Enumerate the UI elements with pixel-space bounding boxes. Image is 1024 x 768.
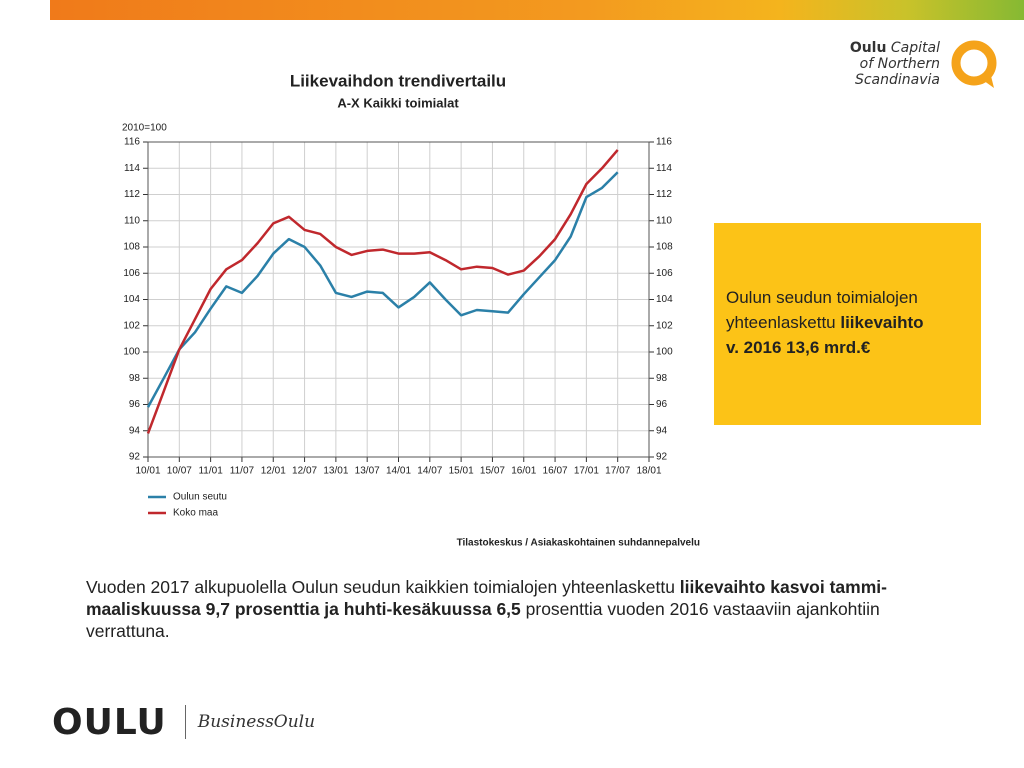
legend-label: Oulun seutu: [173, 492, 227, 503]
x-tick-label: 14/01: [386, 466, 411, 477]
line: [146, 149, 619, 434]
separator: [184, 705, 186, 739]
logo-tagline: Capital: [890, 40, 940, 56]
line: [146, 171, 619, 408]
text: prosenttia vuoden 2016 vastaaviin ajanko…: [86, 599, 880, 641]
text: Vuoden 2017 alkupuolella Oulun seudun ka…: [86, 577, 680, 597]
x-tick-label: 12/07: [292, 466, 317, 477]
y2-tick-label: 104: [656, 294, 673, 305]
x-tick-label: 11/01: [198, 466, 223, 477]
x-tick-label: 12/01: [261, 466, 286, 477]
y2-tick-label: 100: [656, 347, 673, 358]
y2-tick-label: 114: [656, 163, 672, 174]
body-text: Vuoden 2017 alkupuolella Oulun seudun ka…: [86, 576, 966, 642]
callout-text: Oulun seudun toimialojen yhteenlaskettu: [726, 288, 918, 332]
y-tick-label: 92: [129, 452, 141, 463]
y-tick-label: 110: [124, 215, 140, 226]
y2-tick-label: 92: [656, 452, 668, 463]
x-tick-label: 11/07: [230, 466, 255, 477]
x-tick-label: 18/01: [636, 466, 661, 477]
y-tick-label: 98: [129, 373, 141, 384]
logo-brand: Oulu: [849, 40, 887, 56]
y-tick-label: 102: [123, 320, 140, 331]
logo-icon: [951, 40, 997, 88]
y-tick-label: 94: [129, 425, 141, 436]
logo: Oulu Capital of Northern Scandinavia: [830, 40, 940, 88]
y-axis-label: 2010=100: [122, 123, 167, 134]
footer: OULU BusinessOulu: [52, 700, 315, 744]
chart: Liikevaihdon trendivertailu A-X Kaikki t…: [122, 71, 700, 549]
y2-tick-label: 110: [656, 215, 672, 226]
y-tick-label: 112: [124, 189, 140, 200]
footer-unit: BusinessOulu: [197, 712, 316, 732]
y2-tick-label: 102: [656, 320, 673, 331]
y-tick-label: 96: [129, 399, 141, 410]
top-bar: [50, 0, 1024, 20]
callout-bold: v. 2016 13,6 mrd.€: [726, 338, 871, 357]
y2-tick-label: 98: [656, 373, 668, 384]
y2-tick-label: 116: [656, 137, 672, 148]
y-tick-label: 104: [123, 294, 140, 305]
x-tick-label: 10/07: [167, 466, 192, 477]
x-tick-label: 17/01: [574, 466, 599, 477]
x-tick-label: 13/07: [355, 466, 380, 477]
y-tick-label: 114: [124, 163, 140, 174]
x-tick-label: 14/07: [417, 466, 442, 477]
y2-tick-label: 106: [656, 268, 673, 279]
callout: Oulun seudun toimialojen yhteenlaskettu …: [714, 223, 981, 425]
x-tick-label: 16/01: [511, 466, 536, 477]
logo-line: Scandinavia: [854, 72, 940, 88]
plot-frame: [147, 141, 650, 458]
y2-tick-label: 112: [656, 189, 672, 200]
y-tick-label: 116: [124, 137, 140, 148]
callout-bold: liikevaihto: [840, 313, 924, 332]
logo-line: of Northern: [859, 56, 940, 72]
x-tick-label: 15/07: [480, 466, 505, 477]
y2-tick-label: 96: [656, 399, 668, 410]
x-tick-label: 16/07: [543, 466, 568, 477]
source: Tilastokeskus / Asiakaskohtainen suhdann…: [457, 538, 700, 549]
y-tick-label: 106: [123, 268, 140, 279]
x-tick-label: 13/01: [323, 466, 348, 477]
text-bold: liikevaihto kasvoi tammi-maaliskuussa 9,…: [86, 577, 887, 619]
legend-label: Koko maa: [173, 508, 218, 519]
y-tick-label: 100: [123, 347, 140, 358]
chart-subtitle: A-X Kaikki toimialat: [337, 95, 459, 110]
x-tick-label: 15/01: [449, 466, 474, 477]
y2-tick-label: 94: [656, 425, 668, 436]
x-tick-label: 10/01: [135, 466, 160, 477]
x-tick-label: 17/07: [605, 466, 630, 477]
y2-tick-label: 108: [656, 242, 673, 253]
footer-brand: OULU: [52, 701, 167, 743]
y-tick-label: 108: [123, 242, 140, 253]
chart-title: Liikevaihdon trendivertailu: [290, 71, 506, 90]
